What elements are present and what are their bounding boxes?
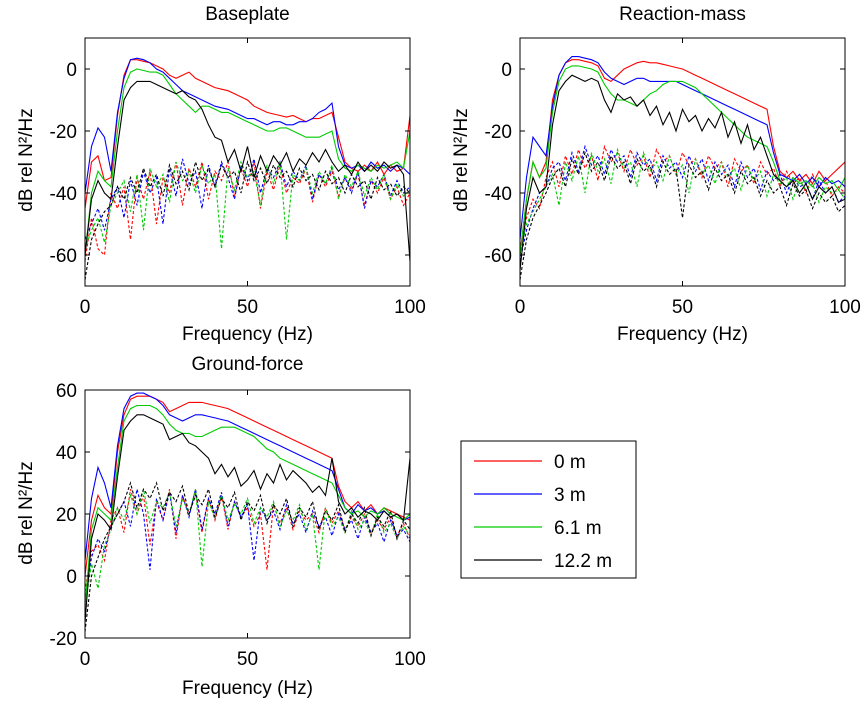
x-axis-label: Frequency (Hz) — [182, 324, 313, 345]
x-tick-label: 50 — [237, 297, 258, 318]
y-tick-label: -40 — [50, 184, 77, 205]
plot-area: 0 50 100 0 -20 -40 -60 — [485, 37, 861, 318]
series-line-0-m — [520, 59, 845, 256]
y-tick-label: 0 — [66, 60, 77, 81]
series-line-noise-6 — [85, 489, 410, 608]
y-tick-label: 20 — [56, 505, 77, 526]
legend-label: 0 m — [554, 452, 586, 473]
series-line-noise-7 — [85, 159, 410, 280]
x-tick-label: 100 — [394, 649, 426, 670]
y-tick-label: 40 — [56, 443, 77, 464]
y-tick-label: -60 — [485, 246, 512, 267]
y-axis-label: dB rel N²/Hz — [16, 461, 37, 564]
panel-title: Reaction-mass — [619, 4, 746, 25]
legend-label: 3 m — [554, 485, 586, 506]
x-tick-label: 50 — [672, 297, 693, 318]
y-tick-label: -20 — [50, 629, 77, 650]
series-line-noise-5 — [85, 158, 410, 240]
y-tick-label: -60 — [50, 246, 77, 267]
series-line-6-1-m — [85, 404, 410, 608]
x-tick-label: 50 — [237, 649, 258, 670]
series-line-0-m — [85, 395, 410, 577]
x-tick-label: 0 — [80, 297, 91, 318]
series-line-6-1-m — [520, 65, 845, 256]
y-axis-label: dB rel N²/Hz — [16, 108, 37, 211]
x-axis-label: Frequency (Hz) — [617, 324, 748, 345]
panel-baseplate: Baseplate 0 50 100 0 -20 -40 -60 Frequency (Hz… — [16, 4, 426, 345]
y-tick-label: 0 — [66, 567, 77, 588]
series-line-0-m — [85, 59, 410, 209]
y-tick-label: -20 — [485, 122, 512, 143]
series-line-12-2-m — [520, 74, 845, 271]
legend-entries: 0 m 3 m 6.1 m 12.2 m — [474, 452, 612, 572]
series-line-12-2-m — [85, 414, 410, 623]
series-line-12-2-m — [85, 80, 410, 262]
series-line-noise-6 — [520, 147, 845, 256]
panel-title: Baseplate — [205, 4, 290, 25]
panel-reaction-mass: Reaction-mass 0 50 100 0 -20 -40 -60 Frequency… — [451, 4, 861, 345]
x-axis-label: Frequency (Hz) — [182, 678, 313, 699]
x-tick-label: 0 — [515, 297, 526, 318]
y-axis-label: dB rel N²/Hz — [451, 108, 472, 211]
series-line-3-m — [85, 392, 410, 561]
panel-title: Ground-force — [192, 354, 304, 375]
x-tick-label: 100 — [829, 297, 861, 318]
y-tick-label: -40 — [485, 184, 512, 205]
series-line-3-m — [520, 56, 845, 240]
series-line-noise-7 — [520, 150, 845, 280]
y-tick-label: -20 — [50, 122, 77, 143]
plot-background — [520, 38, 845, 286]
x-tick-label: 100 — [394, 297, 426, 318]
legend-box — [460, 440, 637, 579]
legend: 0 m 3 m 6.1 m 12.2 m — [460, 440, 637, 579]
series-line-noise-4 — [520, 144, 845, 249]
series-line-noise-4 — [85, 159, 410, 262]
series-line-noise-5 — [85, 489, 410, 601]
plot-area: 0 50 100 0 -20 -40 -60 — [50, 37, 426, 318]
series-line-noise-7 — [85, 481, 410, 632]
legend-label: 6.1 m — [554, 518, 602, 539]
x-tick-label: 0 — [80, 649, 91, 670]
y-tick-label: 60 — [56, 381, 77, 402]
y-tick-label: 0 — [501, 60, 512, 81]
legend-label: 12.2 m — [554, 551, 612, 572]
